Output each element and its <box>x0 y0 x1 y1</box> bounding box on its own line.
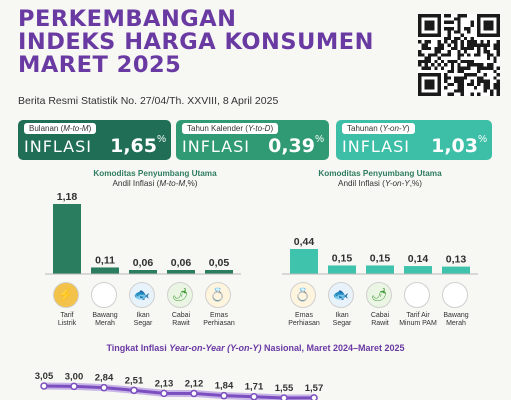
card-unit: % <box>478 134 487 145</box>
inflation-card-mtm: Bulanan (M-to-M) INFLASI 1,65 % <box>18 120 171 160</box>
category-label: Bawang Merah <box>92 312 118 327</box>
electricity-icon: ⚡ <box>53 282 79 308</box>
inflation-line <box>42 384 316 400</box>
yoy-chart-heading: Komoditas Penyumbang Utama Andil Inflasi… <box>285 169 475 189</box>
card-label: INFLASI <box>24 137 92 156</box>
card-unit: % <box>157 134 166 145</box>
yoy-chart-title: Komoditas Penyumbang Utama <box>318 169 442 178</box>
category-label: Tarif Air Minum PAM <box>399 312 437 327</box>
category-label: Ikan Segar <box>133 312 153 327</box>
card-caption: Bulanan (M-to-M) <box>24 123 97 134</box>
category-label: Bawang Merah <box>443 312 469 327</box>
mtm-chart-heading: Komoditas Penyumbang Utama Andil Inflasi… <box>60 169 250 189</box>
line-value-label: 2,84 <box>95 373 114 384</box>
card-caption: Tahun Kalender (Y-to-D) <box>182 123 279 134</box>
line-point <box>220 391 228 400</box>
line-point <box>130 386 138 395</box>
chili-icon: 🌶 <box>167 282 193 308</box>
category-label: Cabai Rawit <box>171 312 191 327</box>
water-tap-icon <box>404 282 430 308</box>
jewelry-icon: 💍 <box>205 282 231 308</box>
yoy-chart-subtitle: Andil Inflasi (Y-on-Y,%) <box>337 179 423 188</box>
line-value-label: 3,00 <box>65 371 84 382</box>
category-label: Cabai Rawit <box>370 312 390 327</box>
line-value-label: 1,57 <box>305 383 324 394</box>
shallot-icon <box>91 282 117 308</box>
category-label: Tarif Listrik <box>57 312 77 327</box>
page-title: PERKEMBANGAN INDEKS HARGA KONSUMEN MARET… <box>18 8 418 77</box>
card-value: 0,39 <box>268 135 315 157</box>
qr-code-icon[interactable] <box>418 14 500 96</box>
line-point <box>310 394 318 400</box>
line-point <box>70 382 78 391</box>
line-point <box>190 389 198 398</box>
inflation-card-yoy: Tahunan (Y-on-Y) INFLASI 1,03 % <box>336 120 492 160</box>
shallot-icon <box>442 282 468 308</box>
inflation-card-ytd: Tahun Kalender (Y-to-D) INFLASI 0,39 % <box>176 120 329 160</box>
line-value-label: 1,71 <box>245 382 264 393</box>
card-caption: Tahunan (Y-on-Y) <box>342 123 415 134</box>
fish-icon: 🐟 <box>129 282 155 308</box>
mtm-chart-title: Komoditas Penyumbang Utama <box>93 169 217 178</box>
category-label: Emas Perhiasan <box>203 312 235 327</box>
title-line-2: INDEKS HARGA KONSUMEN <box>18 29 374 55</box>
title-line-1: PERKEMBANGAN <box>18 6 237 32</box>
card-label: INFLASI <box>182 137 250 156</box>
card-unit: % <box>315 134 324 145</box>
line-value-label: 3,05 <box>35 371 54 382</box>
card-label: INFLASI <box>342 137 410 156</box>
line-value-label: 1,84 <box>215 381 234 392</box>
category-label: Emas Perhiasan <box>288 312 320 327</box>
category-label: Ikan Segar <box>332 312 352 327</box>
fish-icon: 🐟 <box>328 282 354 308</box>
line-point <box>100 383 108 392</box>
line-point <box>160 389 168 398</box>
line-value-label: 1,55 <box>275 383 294 394</box>
line-value-label: 2,51 <box>125 375 144 386</box>
jewelry-icon: 💍 <box>290 282 316 308</box>
yoy-line-chart-title: Tingkat Inflasi Year-on-Year (Y-on-Y) Na… <box>106 343 405 353</box>
line-point <box>250 392 258 400</box>
card-value: 1,65 <box>110 135 157 157</box>
line-point <box>40 382 48 390</box>
mtm-chart-subtitle: Andil Inflasi (M-to-M,%) <box>112 179 198 188</box>
line-value-label: 2,13 <box>155 378 174 389</box>
chili-icon: 🌶 <box>366 282 392 308</box>
line-point <box>280 394 288 400</box>
line-value-label: 2,12 <box>185 378 204 389</box>
card-value: 1,03 <box>431 135 478 157</box>
release-subtitle: Berita Resmi Statistik No. 27/04/Th. XXV… <box>18 95 279 107</box>
title-line-3: MARET 2025 <box>18 52 182 78</box>
